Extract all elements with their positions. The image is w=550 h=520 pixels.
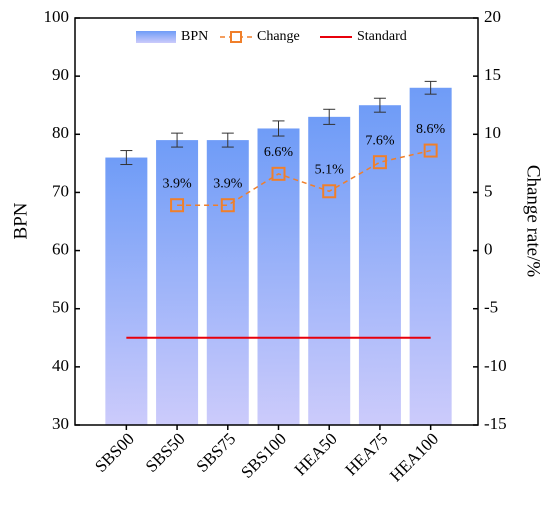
y2-tick-label: 20 bbox=[484, 7, 501, 26]
bar bbox=[257, 128, 300, 425]
x-tick-label: HEA100 bbox=[386, 429, 442, 485]
y2-tick-label: -5 bbox=[484, 298, 498, 317]
plot-frame bbox=[74, 17, 479, 426]
value-label: 5.1% bbox=[315, 162, 345, 177]
bar bbox=[206, 140, 249, 425]
legend-swatch bbox=[230, 31, 242, 43]
x-tick-label: SBS75 bbox=[193, 429, 240, 476]
change-marker bbox=[220, 198, 235, 213]
x-tick-label: SBS50 bbox=[142, 429, 189, 476]
error-bar bbox=[272, 120, 285, 137]
bar bbox=[156, 140, 199, 425]
y2-tick-label: -15 bbox=[484, 414, 507, 433]
x-tick-label: HEA50 bbox=[291, 429, 341, 479]
x-tick-label: SBS100 bbox=[237, 429, 290, 482]
y-tick-label: 90 bbox=[52, 65, 69, 84]
change-marker bbox=[170, 198, 185, 213]
error-bar bbox=[120, 150, 133, 166]
y2-tick-label: -10 bbox=[484, 356, 507, 375]
legend-label: Standard bbox=[357, 29, 407, 44]
legend-swatch bbox=[136, 31, 176, 43]
value-label: 3.9% bbox=[162, 176, 192, 191]
change-marker bbox=[322, 184, 337, 199]
change-line bbox=[177, 149, 431, 206]
bar bbox=[308, 116, 351, 425]
y2-tick-label: 15 bbox=[484, 65, 501, 84]
y-tick-label: 50 bbox=[52, 298, 69, 317]
x-tick-label: HEA75 bbox=[341, 429, 391, 479]
x-tick-label: SBS00 bbox=[91, 429, 138, 476]
y-tick-label: 80 bbox=[52, 123, 69, 142]
legend-label: Change bbox=[257, 29, 300, 44]
error-bar bbox=[171, 132, 184, 148]
bar bbox=[105, 157, 148, 426]
y-tick-label: 100 bbox=[44, 7, 70, 26]
y2-tick-label: 5 bbox=[484, 181, 493, 200]
y2-tick-label: 10 bbox=[484, 123, 501, 142]
y2-tick-label: 0 bbox=[484, 239, 493, 258]
change-marker bbox=[271, 166, 286, 181]
bar bbox=[358, 105, 401, 425]
change-marker bbox=[423, 143, 438, 158]
y-axis-label: BPN bbox=[10, 202, 31, 239]
y-tick-label: 70 bbox=[52, 181, 69, 200]
y2-axis-label: Change rate/% bbox=[523, 165, 544, 278]
y-tick-label: 60 bbox=[52, 239, 69, 258]
error-bar bbox=[373, 97, 386, 113]
value-label: 3.9% bbox=[213, 176, 243, 191]
value-label: 6.6% bbox=[264, 145, 294, 160]
legend-label: BPN bbox=[181, 29, 208, 44]
error-bar bbox=[221, 132, 234, 148]
value-label: 7.6% bbox=[365, 133, 395, 148]
y-tick-label: 40 bbox=[52, 356, 69, 375]
bar bbox=[409, 87, 452, 426]
value-label: 8.6% bbox=[416, 122, 446, 137]
y-tick-label: 30 bbox=[52, 414, 69, 433]
error-bar bbox=[323, 108, 336, 125]
change-marker bbox=[372, 155, 387, 170]
error-bar bbox=[424, 80, 437, 95]
